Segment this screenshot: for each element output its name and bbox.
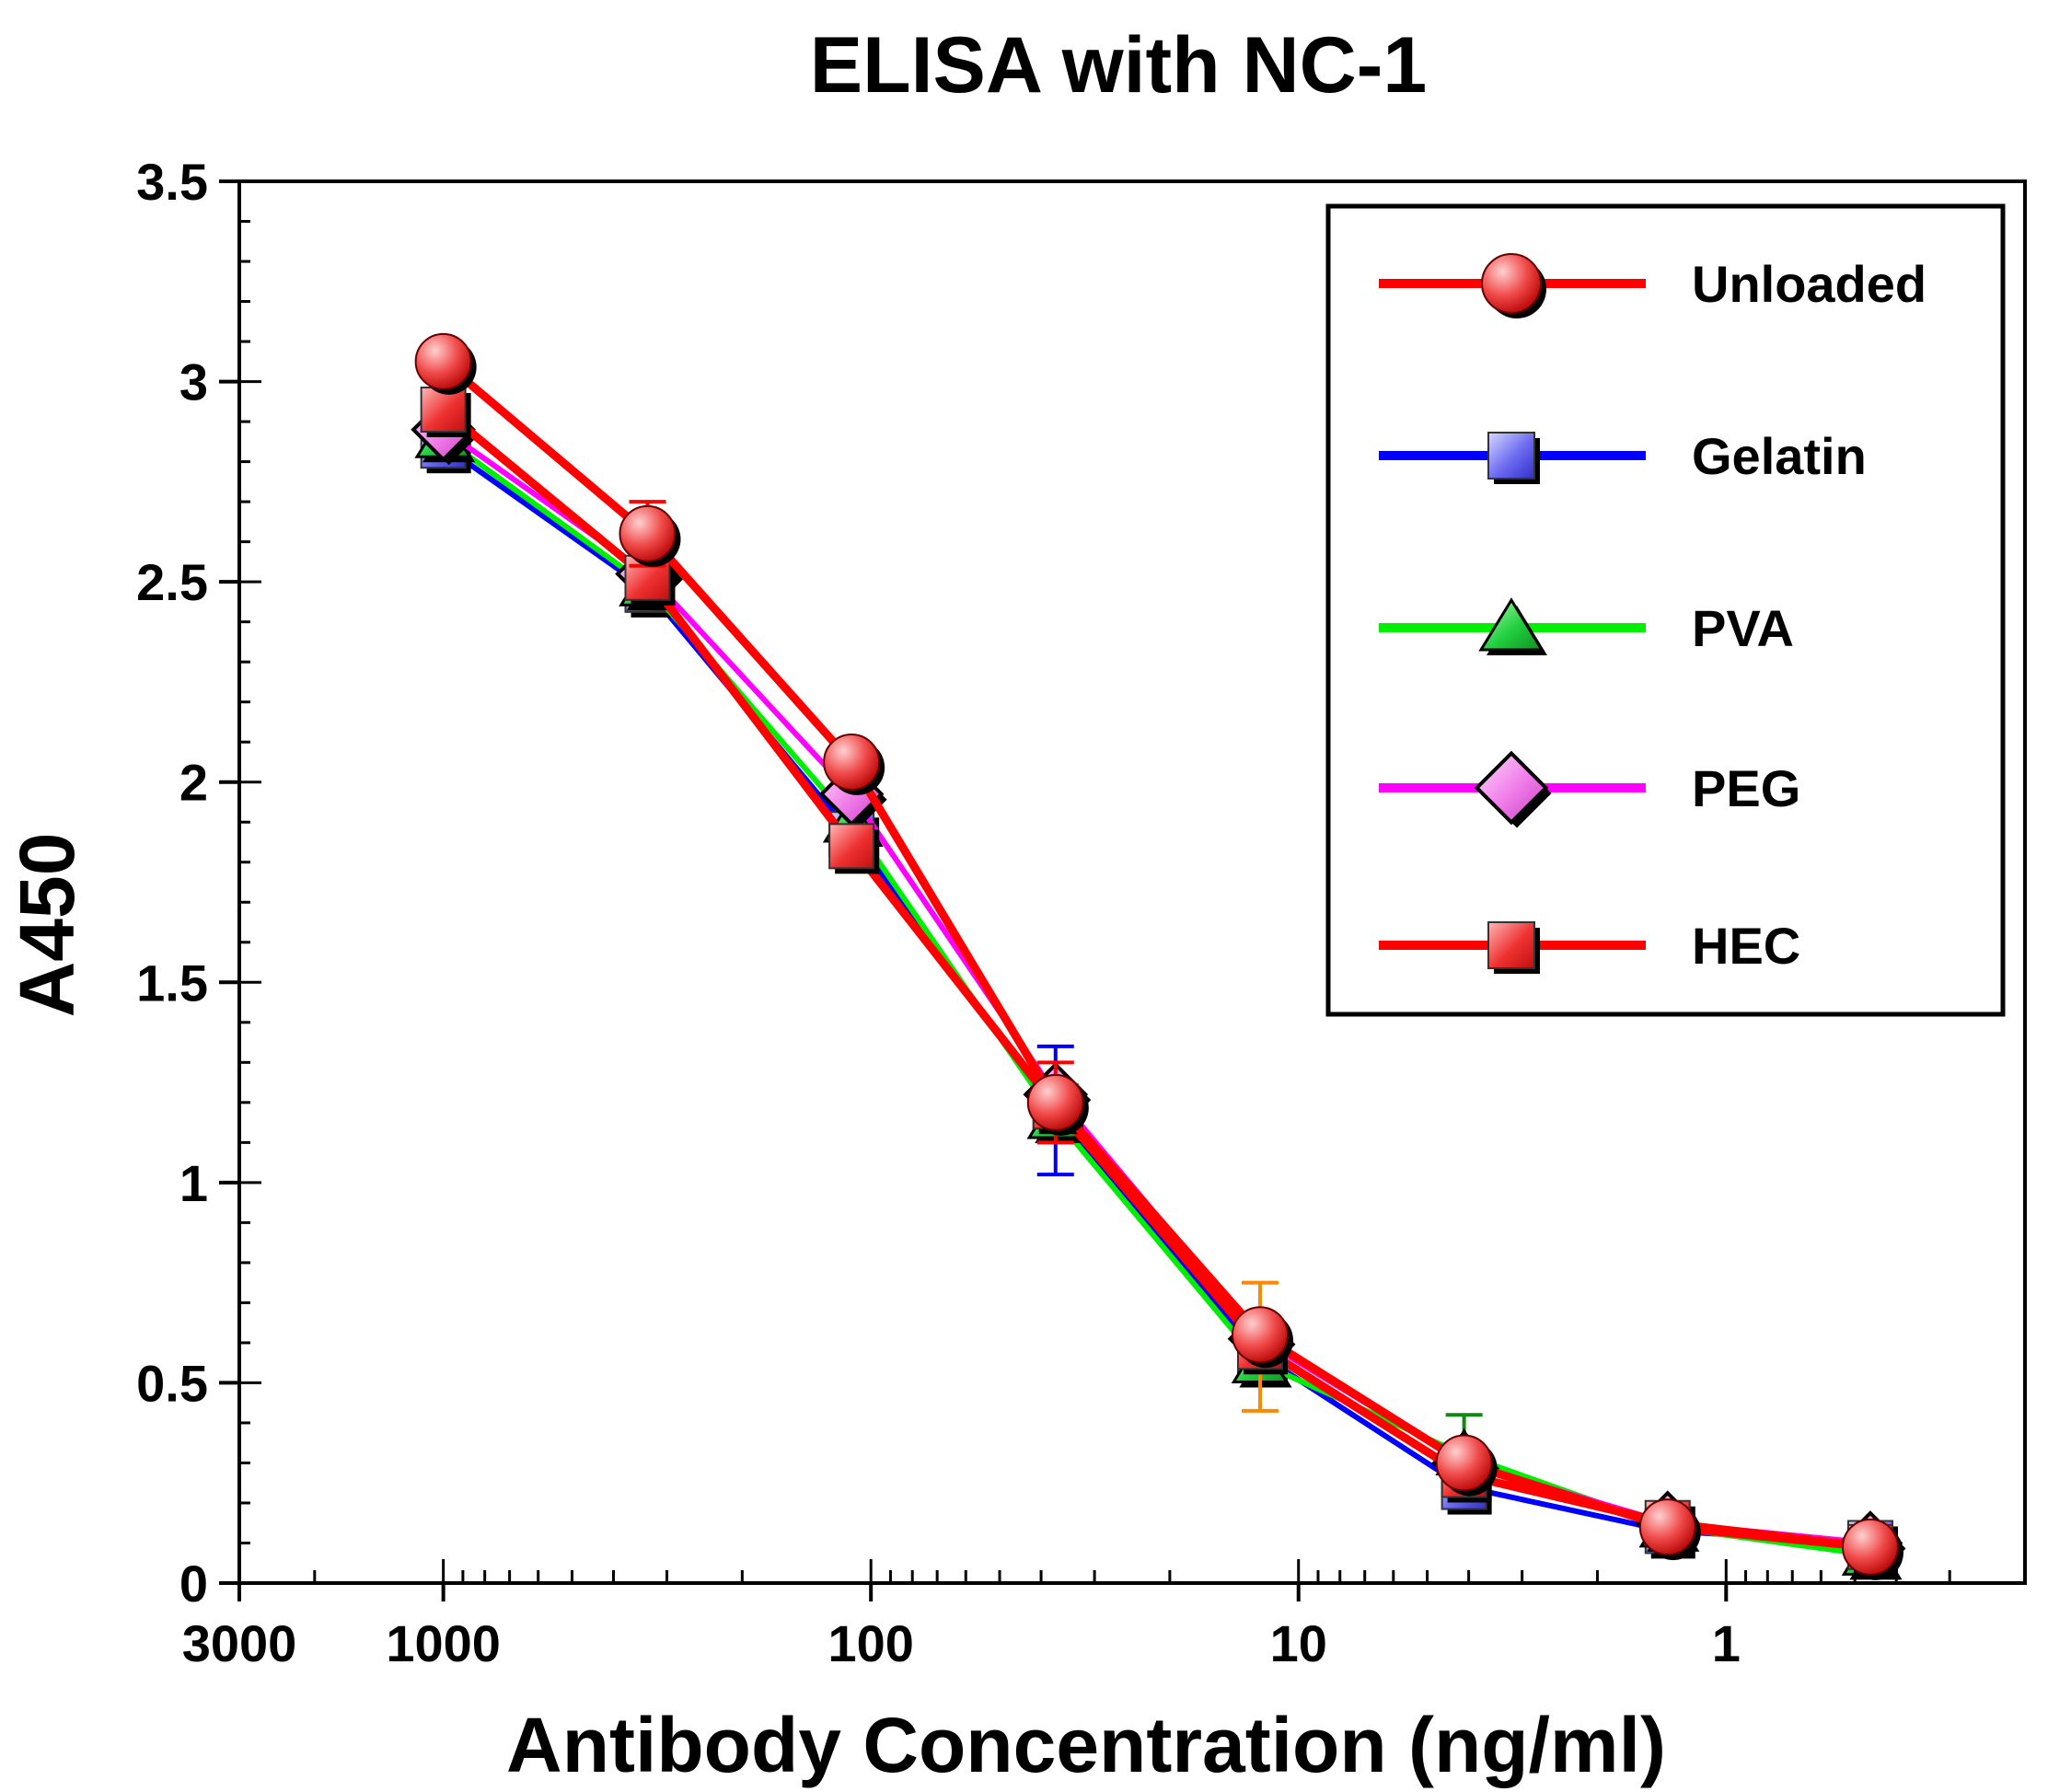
legend-label: PEG xyxy=(1692,759,1800,817)
data-point xyxy=(1435,1434,1498,1497)
marker-shape xyxy=(1026,1073,1084,1131)
legend-label: HEC xyxy=(1692,917,1800,975)
marker-shape xyxy=(1481,253,1542,314)
data-point xyxy=(1841,1518,1903,1580)
data-point xyxy=(420,387,471,438)
legend-item-pva: PVA xyxy=(1379,597,1794,657)
y-tick-label: 1.5 xyxy=(136,954,208,1012)
y-tick-label: 0 xyxy=(179,1555,208,1613)
marker-shape xyxy=(1474,750,1549,826)
axes: 0 0.5 1 1.5 2 2.5 3 3.5 3000 1000 100 10 1 xyxy=(136,153,2027,1672)
x-tick-label: 1000 xyxy=(386,1614,501,1672)
data-point xyxy=(1231,1306,1293,1369)
plot-series xyxy=(411,332,1906,1580)
legend: Unloaded Gelatin PVA PEG HEC xyxy=(1325,203,2006,1017)
data-point xyxy=(619,504,681,567)
legend-item-peg: PEG xyxy=(1379,750,1800,828)
data-point xyxy=(823,733,885,795)
x-axis-label: Antibody Concentration (ng/ml) xyxy=(506,1702,1666,1788)
legend-item-gelatin: Gelatin xyxy=(1379,427,1867,485)
marker-shape xyxy=(828,823,875,870)
y-tick-label: 2 xyxy=(179,754,208,812)
legend-marker xyxy=(1487,921,1540,974)
marker-shape xyxy=(1487,921,1535,969)
marker-shape xyxy=(1841,1518,1899,1576)
marker-shape xyxy=(1487,432,1535,480)
y-tick-label: 0.5 xyxy=(136,1354,208,1412)
y-tick-label: 2.5 xyxy=(136,553,208,611)
x-tick-label: 3000 xyxy=(182,1614,297,1672)
marker-shape xyxy=(1478,597,1545,652)
data-point xyxy=(828,823,880,874)
marker-shape xyxy=(1638,1498,1696,1556)
series-unloaded xyxy=(414,332,1903,1580)
data-point xyxy=(1026,1073,1089,1136)
data-point xyxy=(624,554,676,606)
y-tick-label: 3.5 xyxy=(136,153,208,211)
x-tick-label: 1 xyxy=(1712,1614,1741,1672)
plot-frame xyxy=(237,179,2027,1585)
legend-box xyxy=(1325,203,2006,1017)
x-tick-label: 10 xyxy=(1270,1614,1327,1672)
legend-label: Gelatin xyxy=(1692,427,1867,485)
y-axis-label: A450 xyxy=(4,833,90,1018)
legend-label: Unloaded xyxy=(1692,255,1927,313)
marker-shape xyxy=(619,504,677,562)
legend-label: PVA xyxy=(1692,599,1794,657)
legend-marker xyxy=(1481,253,1546,318)
y-tick-label: 3 xyxy=(179,353,208,411)
marker-shape xyxy=(420,387,467,434)
legend-item-unloaded: Unloaded xyxy=(1379,253,1927,318)
legend-marker xyxy=(1487,432,1540,484)
legend-marker xyxy=(1474,750,1552,828)
marker-shape xyxy=(1231,1306,1289,1364)
data-point xyxy=(1638,1498,1701,1561)
chart-title: ELISA with NC-1 xyxy=(810,21,1428,110)
marker-shape xyxy=(1435,1434,1493,1492)
x-tick-label: 100 xyxy=(827,1614,913,1672)
marker-shape xyxy=(823,733,881,791)
data-point xyxy=(414,332,477,395)
legend-marker xyxy=(1478,597,1547,655)
marker-shape xyxy=(414,332,472,390)
y-tick-label: 1 xyxy=(179,1154,208,1212)
legend-item-hec: HEC xyxy=(1379,917,1800,975)
series-line xyxy=(440,358,1871,1552)
